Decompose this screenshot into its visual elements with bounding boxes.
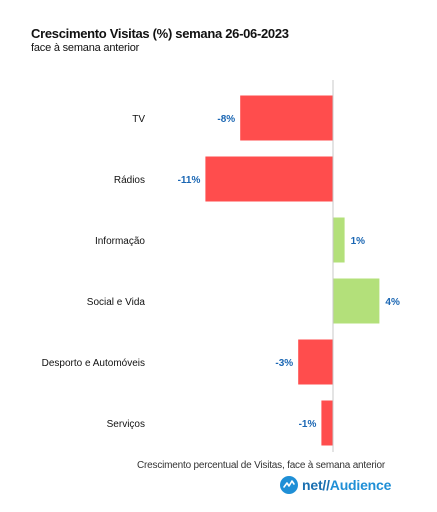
data-label: 4%	[385, 297, 400, 308]
category-label: Rádios	[114, 175, 145, 186]
data-label: -11%	[178, 175, 201, 186]
category-label: TV	[132, 114, 145, 125]
brand-logo: net//Audience	[280, 476, 391, 494]
data-label: -8%	[217, 114, 235, 125]
netaudience-logo-icon	[280, 476, 298, 494]
category-label: Social e Vida	[87, 297, 146, 308]
bar	[333, 217, 345, 263]
data-label: 1%	[351, 236, 366, 247]
bar	[298, 339, 333, 385]
bar	[333, 278, 380, 324]
category-label: Desporto e Automóveis	[42, 358, 145, 369]
brand-name-accent: Audience	[329, 477, 392, 493]
category-label: Serviços	[107, 419, 145, 430]
data-label: -1%	[299, 419, 317, 430]
data-label: -3%	[275, 358, 293, 369]
chart-title: Crescimento Visitas (%) semana 26-06-202…	[31, 26, 289, 41]
category-label: Informação	[95, 236, 145, 247]
bar	[205, 156, 333, 202]
bar	[240, 95, 333, 141]
bar	[321, 400, 333, 446]
brand-prefix: net//	[302, 477, 330, 493]
chart-footnote: Crescimento percentual de Visitas, face …	[137, 460, 385, 471]
brand-name: net//Audience	[302, 477, 391, 493]
chart-subtitle: face à semana anterior	[31, 42, 140, 54]
